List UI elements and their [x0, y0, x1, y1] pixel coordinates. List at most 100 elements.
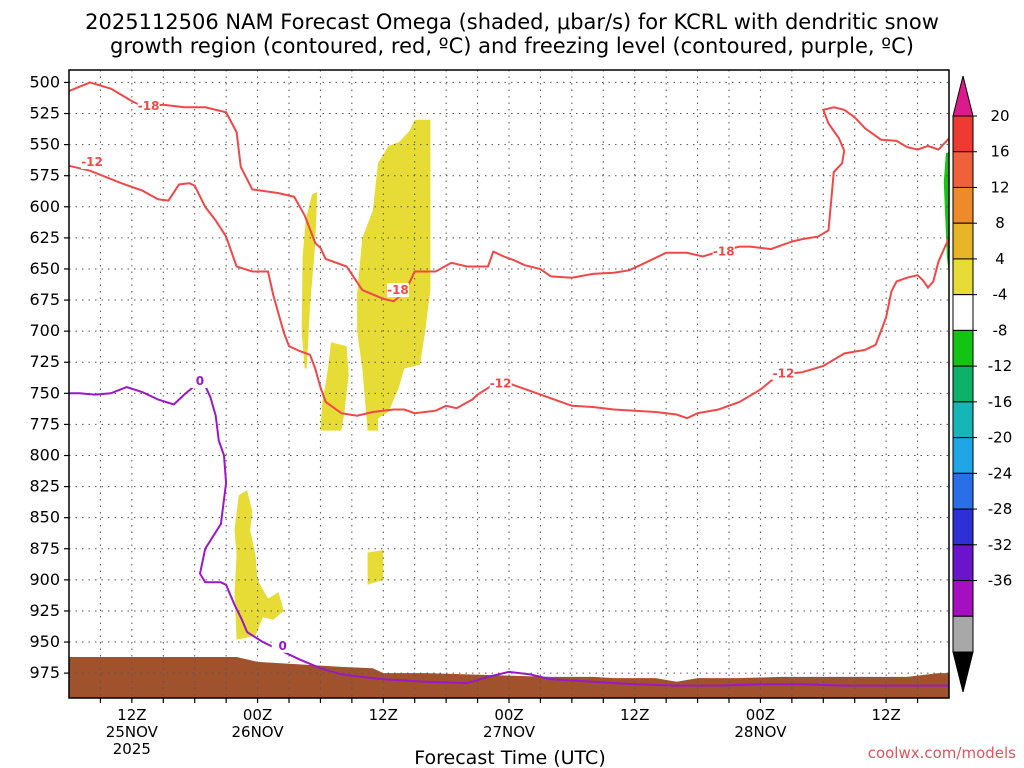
- omega-shade-region-5: [367, 550, 384, 585]
- chart-title-line1: 2025112506 NAM Forecast Omega (shaded, μ…: [85, 10, 939, 34]
- omega-shade-region-3: [301, 191, 318, 369]
- x-axis-label: Forecast Time (UTC): [414, 747, 605, 768]
- colorbar-swatch-8: [952, 365, 974, 403]
- colorbar-swatch-7: [952, 329, 974, 367]
- y-tick-label-850: 850: [29, 508, 60, 527]
- contour-label-bg: [712, 244, 735, 259]
- y-tick-label-775: 775: [29, 414, 60, 433]
- contour-label-bg: [772, 366, 795, 381]
- colorbar-label-11: -24: [988, 464, 1013, 482]
- contour-label-bg: [489, 376, 512, 391]
- y-tick-label-525: 525: [29, 104, 60, 123]
- colorbar-top-arrow: [952, 75, 974, 117]
- terrain: [69, 657, 949, 698]
- x-tick-label-42-line1: 00Z: [494, 706, 523, 724]
- colorbar-swatch-14: [952, 580, 974, 617]
- x-tick-label-66-line1: 00Z: [746, 706, 775, 724]
- colorbar-swatch-6: [952, 294, 974, 331]
- omega-shade-region-4: [234, 490, 284, 640]
- x-tick-label-18-line1: 00Z: [243, 706, 272, 724]
- y-tick-label-575: 575: [29, 166, 60, 185]
- chart-title-line2: growth region (contoured, red, ºC) and f…: [110, 34, 914, 58]
- x-tick-label-6-line2: 25NOV: [106, 723, 159, 741]
- contour-label-bg: [188, 373, 211, 388]
- y-tick-label-600: 600: [29, 197, 60, 216]
- x-tick-label-6-line1: 12Z: [117, 706, 146, 724]
- contour-line-minus12-2: [68, 164, 950, 420]
- contour-label-bg: [81, 155, 104, 170]
- colorbar-swatch-10: [952, 437, 974, 474]
- y-tick-label-700: 700: [29, 321, 60, 340]
- colorbar-swatch-4: [952, 222, 974, 260]
- x-tick-label-78-line1: 12Z: [871, 706, 900, 724]
- omega-shade-region-2: [320, 342, 349, 431]
- y-tick-label-550: 550: [29, 135, 60, 154]
- y-tick-label-650: 650: [29, 259, 60, 278]
- colorbar-swatch-11: [952, 472, 974, 510]
- omega-shade-region-1: [357, 119, 431, 431]
- contour-label-bg: [386, 283, 409, 298]
- x-tick-label-54-line1: 12Z: [620, 706, 649, 724]
- y-tick-label-925: 925: [29, 601, 60, 620]
- colorbar-label-14: -36: [988, 572, 1013, 590]
- contour-line-0-3: [69, 382, 949, 687]
- contour-label-minus12-3: -12: [773, 366, 795, 380]
- x-tick-label-42-line2: 27NOV: [483, 723, 536, 741]
- y-tick-label-825: 825: [29, 477, 60, 496]
- colorbar-swatch-2: [952, 151, 974, 188]
- colorbar-bottom-arrow: [952, 651, 974, 693]
- colorbar-label-12: -28: [988, 500, 1013, 518]
- colorbar-label-4: 8: [995, 214, 1005, 232]
- x-tick-label-6-line3: 2025: [113, 740, 151, 758]
- colorbar-label-8: -12: [988, 357, 1013, 375]
- y-axis-ticks: 500 525 550 575 600 625 650 675 700 725 750 775 800 8…: [29, 72, 69, 682]
- colorbar-label-6: -4: [993, 286, 1008, 304]
- x-tick-label-18-line2: 26NOV: [232, 723, 285, 741]
- y-tick-label-675: 675: [29, 290, 60, 309]
- colorbar: 20 16 12 8 4 -4 -8 -12 -16 -20 -24 -28 -32 -36: [952, 75, 1013, 693]
- omega-shade-region-6: [943, 152, 949, 276]
- y-tick-label-500: 500: [29, 72, 60, 91]
- contour-label-bg: [271, 638, 294, 653]
- terrain-fill: [69, 657, 949, 698]
- contour-label-minus18-1: -18: [138, 99, 160, 113]
- y-tick-label-900: 900: [29, 570, 60, 589]
- contour-label-minus12-2: -12: [490, 376, 512, 390]
- colorbar-label-13: -32: [988, 536, 1013, 554]
- contour-label-0-2: 0: [279, 639, 287, 653]
- colorbar-label-7: -8: [993, 321, 1008, 339]
- contour-line-minus18-1: [68, 81, 950, 303]
- contours: -18 -18 -18 -12 -12 -12 0 0: [68, 81, 950, 687]
- x-tick-label-30-line1: 12Z: [369, 706, 398, 724]
- gridlines: [69, 70, 949, 698]
- colorbar-label-1: 20: [990, 107, 1009, 125]
- omega-shading: [234, 119, 949, 640]
- colorbar-label-9: -16: [988, 393, 1013, 411]
- colorbar-label-5: 4: [995, 250, 1005, 268]
- y-tick-label-625: 625: [29, 228, 60, 247]
- y-tick-label-750: 750: [29, 383, 60, 402]
- colorbar-swatch-9: [952, 401, 974, 439]
- colorbar-label-10: -20: [988, 429, 1013, 447]
- colorbar-swatch-12: [952, 508, 974, 546]
- x-tick-label-66-line2: 28NOV: [734, 723, 787, 741]
- colorbar-swatch-1: [952, 115, 974, 153]
- contour-label-bg: [137, 99, 160, 114]
- contour-label-minus18-2: -18: [387, 283, 409, 297]
- colorbar-swatch-13: [952, 544, 974, 582]
- colorbar-label-2: 16: [990, 143, 1009, 161]
- y-tick-label-800: 800: [29, 446, 60, 465]
- credit-text: coolwx.com/models: [868, 744, 1016, 762]
- colorbar-swatch-3: [952, 186, 974, 224]
- colorbar-swatch-5: [952, 258, 974, 296]
- y-tick-label-725: 725: [29, 352, 60, 371]
- y-tick-label-975: 975: [29, 663, 60, 682]
- colorbar-swatch-15: [952, 615, 974, 653]
- contour-label-0-1: 0: [196, 374, 204, 388]
- y-tick-label-950: 950: [29, 632, 60, 651]
- contour-label-minus12-1: -12: [81, 155, 103, 169]
- contour-label-minus18-3: -18: [713, 245, 735, 259]
- colorbar-label-3: 12: [990, 178, 1009, 196]
